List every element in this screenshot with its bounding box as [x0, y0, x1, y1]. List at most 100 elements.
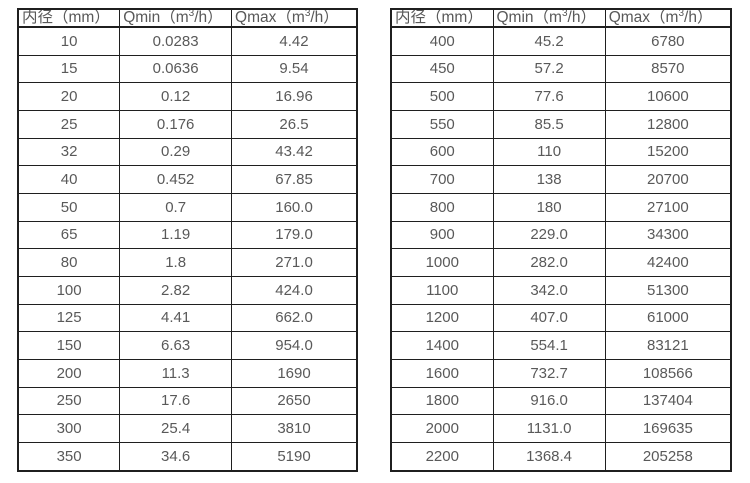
column-header-qmax: Qmax（m3/h） [604, 8, 732, 28]
table-row: 600 110 15200 [390, 137, 732, 167]
cell-qmax: 8570 [604, 54, 732, 84]
cell-qmin: 229.0 [492, 220, 606, 250]
cell-qmax: 108566 [604, 358, 732, 388]
table-row: 80 1.8 271.0 [17, 248, 358, 277]
cell-qmin: 11.3 [119, 358, 233, 388]
table-header-row: 内径（mm） Qmin（m3/h） Qmax（m3/h） [390, 8, 732, 28]
cell-qmin: 732.7 [492, 358, 606, 388]
cell-qmin: 0.29 [119, 137, 233, 167]
cell-qmax: 9.54 [231, 54, 358, 84]
cell-qmax: 4.42 [231, 26, 358, 56]
cell-qmax: 5190 [231, 441, 358, 472]
cell-qmin: 0.0636 [119, 54, 233, 84]
cell-qmax: 10600 [604, 82, 732, 111]
cell-qmin: 0.7 [119, 192, 233, 222]
table-row: 200 11.3 1690 [17, 358, 358, 388]
table-row: 450 57.2 8570 [390, 54, 732, 84]
cell-qmin: 4.41 [119, 303, 233, 333]
cell-qmin: 180 [492, 192, 606, 222]
cell-qmin: 110 [492, 137, 606, 167]
cell-qmax: 42400 [604, 248, 732, 277]
table-header-row: 内径（mm） Qmin（m3/h） Qmax（m3/h） [17, 8, 358, 28]
cell-diameter: 65 [17, 220, 121, 250]
cell-qmax: 424.0 [231, 275, 358, 305]
cell-qmin: 45.2 [492, 26, 606, 56]
cell-diameter: 900 [390, 220, 494, 250]
cell-diameter: 1800 [390, 386, 494, 416]
column-header-diameter: 内径（mm） [17, 8, 121, 28]
cell-diameter: 15 [17, 54, 121, 84]
cell-qmin: 1368.4 [492, 441, 606, 472]
table-row: 250 17.6 2650 [17, 386, 358, 416]
table-row: 100 2.82 424.0 [17, 275, 358, 305]
table-row: 800 180 27100 [390, 192, 732, 222]
cell-qmax: 51300 [604, 275, 732, 305]
cell-diameter: 2200 [390, 441, 494, 472]
cell-qmin: 342.0 [492, 275, 606, 305]
cell-qmax: 954.0 [231, 331, 358, 360]
cell-qmin: 138 [492, 165, 606, 194]
table-row: 1400 554.1 83121 [390, 331, 732, 360]
table-row: 125 4.41 662.0 [17, 303, 358, 333]
table-row: 50 0.7 160.0 [17, 192, 358, 222]
cell-qmax: 1690 [231, 358, 358, 388]
table-row: 2000 1131.0 169635 [390, 414, 732, 443]
cell-qmax: 137404 [604, 386, 732, 416]
cell-diameter: 550 [390, 109, 494, 139]
cell-qmax: 83121 [604, 331, 732, 360]
cell-qmin: 6.63 [119, 331, 233, 360]
cell-diameter: 1100 [390, 275, 494, 305]
cell-qmin: 17.6 [119, 386, 233, 416]
cell-diameter: 200 [17, 358, 121, 388]
cell-qmax: 15200 [604, 137, 732, 167]
cell-qmin: 77.6 [492, 82, 606, 111]
table-row: 20 0.12 16.96 [17, 82, 358, 111]
table-row: 900 229.0 34300 [390, 220, 732, 250]
table-row: 40 0.452 67.85 [17, 165, 358, 194]
cell-qmin: 57.2 [492, 54, 606, 84]
table-row: 32 0.29 43.42 [17, 137, 358, 167]
cell-diameter: 40 [17, 165, 121, 194]
cell-qmax: 179.0 [231, 220, 358, 250]
cell-diameter: 300 [17, 414, 121, 443]
cell-qmin: 25.4 [119, 414, 233, 443]
cell-qmax: 67.85 [231, 165, 358, 194]
table-row: 350 34.6 5190 [17, 441, 358, 472]
cell-qmin: 282.0 [492, 248, 606, 277]
cell-diameter: 150 [17, 331, 121, 360]
cell-diameter: 400 [390, 26, 494, 56]
cell-qmin: 2.82 [119, 275, 233, 305]
table-row: 1600 732.7 108566 [390, 358, 732, 388]
cell-qmax: 160.0 [231, 192, 358, 222]
cell-qmax: 43.42 [231, 137, 358, 167]
cell-diameter: 50 [17, 192, 121, 222]
cell-qmax: 205258 [604, 441, 732, 472]
cell-diameter: 20 [17, 82, 121, 111]
table-row: 500 77.6 10600 [390, 82, 732, 111]
cell-qmax: 6780 [604, 26, 732, 56]
flow-rate-table-small-diameters: 内径（mm） Qmin（m3/h） Qmax（m3/h） 10 0.0283 4.42 1… [17, 8, 358, 472]
table-row: 15 0.0636 9.54 [17, 54, 358, 84]
column-header-qmin: Qmin（m3/h） [492, 8, 606, 28]
table-row: 2200 1368.4 205258 [390, 441, 732, 472]
cell-diameter: 800 [390, 192, 494, 222]
table-row: 550 85.5 12800 [390, 109, 732, 139]
cell-diameter: 1000 [390, 248, 494, 277]
cell-diameter: 450 [390, 54, 494, 84]
cell-diameter: 250 [17, 386, 121, 416]
cell-qmax: 34300 [604, 220, 732, 250]
column-header-diameter: 内径（mm） [390, 8, 494, 28]
cell-diameter: 100 [17, 275, 121, 305]
flow-rate-table-large-diameters: 内径（mm） Qmin（m3/h） Qmax（m3/h） 400 45.2 6780 45… [390, 8, 732, 472]
cell-diameter: 600 [390, 137, 494, 167]
column-header-qmax: Qmax（m3/h） [231, 8, 358, 28]
cell-qmin: 85.5 [492, 109, 606, 139]
table-row: 1800 916.0 137404 [390, 386, 732, 416]
table-row: 700 138 20700 [390, 165, 732, 194]
cell-qmin: 1.8 [119, 248, 233, 277]
cell-diameter: 25 [17, 109, 121, 139]
cell-diameter: 10 [17, 26, 121, 56]
cell-qmin: 916.0 [492, 386, 606, 416]
table-row: 25 0.176 26.5 [17, 109, 358, 139]
cell-qmax: 271.0 [231, 248, 358, 277]
